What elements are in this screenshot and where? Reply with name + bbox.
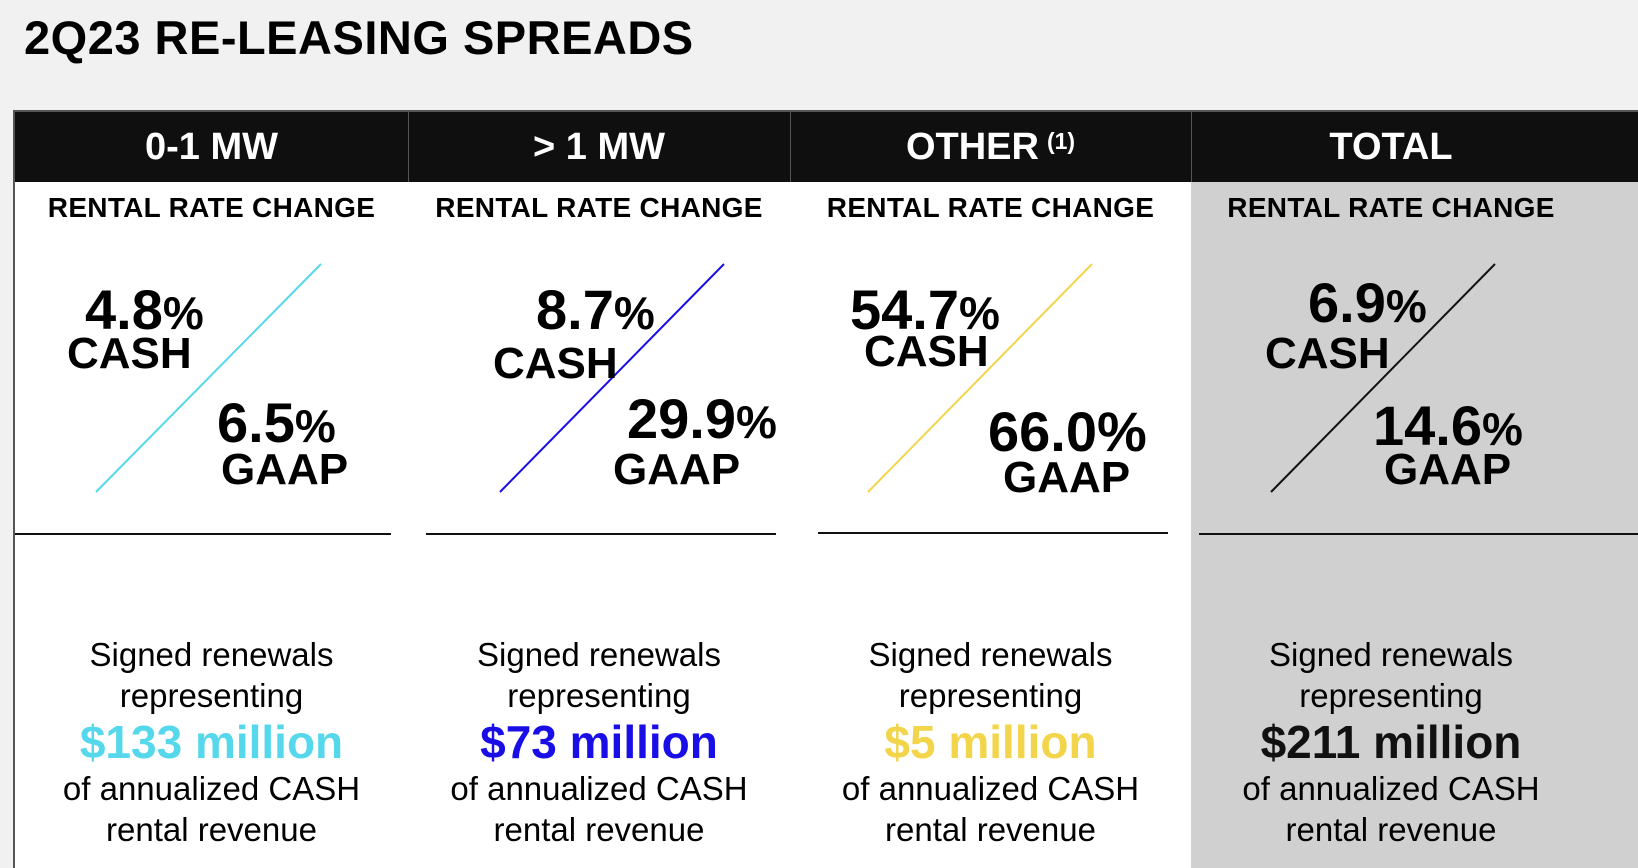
header-separator (1191, 112, 1192, 182)
divider-rule (818, 532, 1168, 534)
summary-line: of annualized CASH (450, 770, 748, 807)
summary-block: Signed renewals representing $5 million … (790, 634, 1191, 850)
divider-rule (15, 533, 391, 535)
summary-line: rental revenue (106, 811, 317, 848)
summary-line: Signed renewals (1269, 636, 1513, 673)
summary-line: of annualized CASH (62, 770, 361, 807)
summary-line: rental revenue (493, 811, 705, 848)
spreads-table: 0-1 MW RENTAL RATE CHANGE 4.8% CASH 6.5%… (13, 110, 1638, 868)
diagonal-divider-line (95, 263, 322, 493)
footnote-marker: (1) (1046, 127, 1076, 154)
cash-value: 6.9% (1308, 271, 1427, 334)
divider-rule (426, 533, 776, 535)
cash-value: 8.7% (536, 278, 655, 341)
gaap-value: 29.9% (627, 387, 777, 450)
page-title: 2Q23 RE-LEASING SPREADS (24, 11, 694, 64)
rental-rate-change-label: RENTAL RATE CHANGE (435, 192, 763, 223)
column-header: TOTAL (1191, 112, 1591, 182)
cash-label: CASH (864, 327, 989, 376)
cash-label: CASH (1265, 329, 1390, 378)
amount-value: $73 million (480, 716, 718, 768)
header-separator (408, 112, 409, 182)
rental-rate-change-label: RENTAL RATE CHANGE (47, 192, 376, 223)
header-label: TOTAL (1329, 125, 1453, 168)
rental-rate-change-label: RENTAL RATE CHANGE (826, 192, 1155, 223)
summary-line: Signed renewals (868, 636, 1113, 673)
column-header-extension (1591, 112, 1638, 182)
summary-line: Signed renewals (89, 636, 334, 673)
column-other: OTHER (1) RENTAL RATE CHANGE 54.7% CASH 6… (790, 112, 1191, 868)
summary-block: Signed renewals representing $211 millio… (1191, 634, 1591, 850)
divider-rule (1199, 533, 1638, 535)
rental-rate-change-label: RENTAL RATE CHANGE (1227, 192, 1555, 223)
summary-line: representing (898, 677, 1083, 714)
header-label: 0-1 MW (145, 125, 278, 168)
diagonal-divider-line (1270, 263, 1496, 493)
header-separator (790, 112, 791, 182)
gaap-label: GAAP (1384, 445, 1512, 494)
amount-value: $133 million (79, 716, 344, 768)
cash-label: CASH (67, 329, 192, 378)
summary-line: Signed renewals (477, 636, 721, 673)
summary-line: rental revenue (885, 811, 1096, 848)
diagonal-divider-line (867, 263, 1093, 493)
gaap-value: 6.5% (217, 391, 336, 454)
summary-line: of annualized CASH (1242, 770, 1540, 807)
cash-value: 54.7% (850, 278, 1000, 341)
amount-value: $5 million (884, 716, 1097, 768)
summary-line: representing (1299, 677, 1483, 714)
amount-value: $211 million (1260, 716, 1522, 768)
gaap-label: GAAP (1003, 453, 1131, 502)
summary-block: Signed renewals representing $73 million… (408, 634, 790, 850)
column-header: OTHER (1) (790, 112, 1191, 182)
column-total: TOTAL RENTAL RATE CHANGE 6.9% CASH 14.6%… (1191, 112, 1638, 868)
summary-line: representing (119, 677, 304, 714)
gaap-label: GAAP (613, 445, 741, 494)
summary-line: representing (507, 677, 691, 714)
column-over-1-mw: > 1 MW RENTAL RATE CHANGE 8.7% CASH 29.9… (408, 112, 790, 868)
gaap-value: 66.0% (988, 400, 1147, 463)
cash-label: CASH (493, 339, 618, 388)
gaap-value: 14.6% (1373, 394, 1523, 457)
column-0-1-mw: 0-1 MW RENTAL RATE CHANGE 4.8% CASH 6.5%… (15, 112, 408, 868)
summary-line: rental revenue (1285, 811, 1497, 848)
column-header: 0-1 MW (15, 112, 408, 182)
cash-value: 4.8% (85, 278, 204, 341)
summary-block: Signed renewals representing $133 millio… (15, 634, 408, 850)
diagonal-divider-line (499, 263, 725, 493)
column-header: > 1 MW (408, 112, 790, 182)
gaap-label: GAAP (221, 445, 349, 494)
header-label: OTHER (905, 125, 1039, 168)
summary-line: of annualized CASH (841, 770, 1140, 807)
header-label: > 1 MW (533, 125, 665, 168)
